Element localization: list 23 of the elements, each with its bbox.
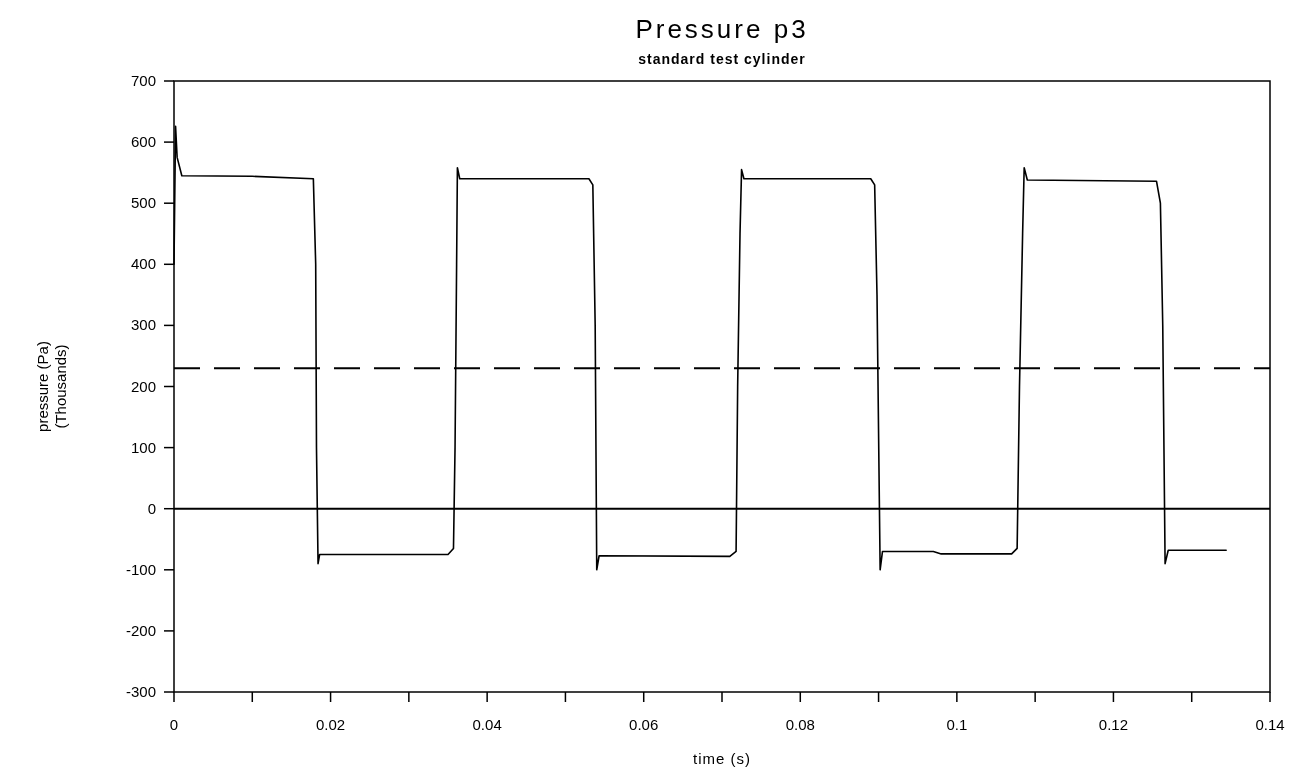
x-tick-label: 0.14	[1255, 716, 1285, 733]
y-tick-label: 200	[130, 377, 156, 395]
y-axis-title: pressure (Pa) (Thousands)	[34, 341, 69, 432]
y-tick-label: 400	[130, 255, 156, 273]
x-tick-label: 0.12	[1098, 716, 1129, 733]
y-tick-label: -300	[125, 683, 156, 700]
x-axis-title: time (s)	[693, 750, 751, 767]
y-tick-label: -200	[125, 621, 156, 639]
chart-title: Pressure p3	[635, 14, 809, 44]
x-tick-label: 0.02	[315, 716, 346, 733]
x-tick-label: 0.04	[472, 716, 502, 733]
y-tick-label: 0	[147, 499, 156, 517]
x-tick-label: 0.08	[785, 716, 815, 733]
y-tick-label: -100	[125, 560, 156, 578]
y-tick-label: 300	[130, 316, 156, 334]
y-tick-label: 600	[130, 133, 156, 151]
y-tick-label: 100	[130, 438, 156, 456]
x-tick-label: 0.06	[629, 716, 659, 733]
x-tick-label: 0.1	[946, 716, 968, 733]
y-tick-label: 500	[130, 194, 156, 212]
x-tick-label: 0	[169, 716, 179, 733]
chart-subtitle: standard test cylinder	[638, 51, 806, 67]
y-tick-label: 700	[130, 72, 156, 89]
